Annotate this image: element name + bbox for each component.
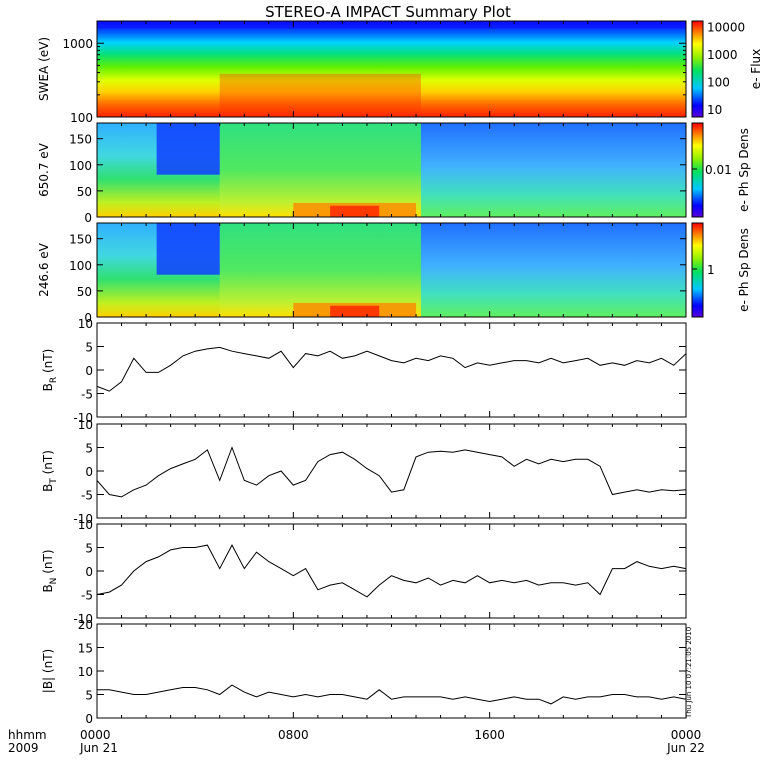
- line-panel-ytick-label: 0: [85, 364, 93, 378]
- pad-ytick-label: 0: [84, 211, 92, 225]
- colorbar-0-tick-label: 10: [707, 103, 722, 117]
- line-panel-ytick-label: 5: [85, 542, 93, 556]
- swea-top-band: [97, 21, 686, 29]
- colorbar-1-tick-label: 0.01: [705, 163, 732, 177]
- line-panel-ytick-label: 0: [85, 712, 93, 726]
- line-panel-4-frame: [96, 423, 687, 519]
- pad-ytick-label: 150: [69, 133, 92, 147]
- line-panel-5-series: [96, 544, 687, 598]
- plot-title: STEREO-A IMPACT Summary Plot: [265, 3, 511, 21]
- heatmap-0-ylabel: SWEA (eV): [37, 37, 51, 101]
- colorbar-2: [691, 222, 704, 318]
- line-panel-6-frame: [96, 623, 687, 719]
- colorbar-1-label: e- Ph Sp Dens: [737, 128, 751, 212]
- x-tick-label: 0000: [80, 728, 111, 742]
- line-panel-ytick-label: 5: [85, 689, 93, 703]
- heatmap-0-background: [97, 21, 686, 117]
- pad-2-peak-band: [330, 305, 380, 317]
- colorbar-0: [691, 20, 704, 118]
- line-panel-ytick-label: -10: [73, 512, 93, 526]
- pad-2-low-density-block: [156, 223, 220, 275]
- pad-ytick-label: 100: [69, 259, 92, 273]
- pad-ytick-label: 50: [77, 185, 92, 199]
- line-panel-3-frame: [96, 322, 687, 418]
- line-panel-6-series: [97, 684, 687, 705]
- colorbar-0-tick-label: 1000: [707, 48, 738, 62]
- end-date-label: Jun 22: [666, 741, 705, 755]
- line-panel-ytick-label: 0: [85, 565, 93, 579]
- swea-shifted-region: [219, 73, 421, 117]
- pad-ytick-label: 50: [77, 285, 92, 299]
- colorbar-0-tick-label: 10000: [707, 20, 745, 34]
- line-panel-4-series: [96, 446, 687, 498]
- colorbar-1: [691, 122, 704, 218]
- pad-2-late-region: [420, 223, 686, 317]
- start-date-label: Jun 21: [79, 741, 118, 755]
- pad-ytick-label: 150: [69, 233, 92, 247]
- line-panel-ytick-label: -5: [81, 589, 93, 603]
- line-panel-4-ylabel: BT (nT): [41, 450, 59, 492]
- pad-1-low-density-block: [156, 123, 220, 175]
- panels-group: SWEA (eV) e- Flux100100010100100010000650…: [37, 20, 763, 742]
- line-panel-5-ylabel: BN (nT): [41, 549, 59, 592]
- line-panel-5-frame: [96, 523, 687, 619]
- swea-ytick-label: 100: [70, 111, 93, 125]
- line-panel-ytick-label: 20: [78, 618, 93, 632]
- line-panel-ytick-label: 10: [78, 317, 93, 331]
- swea-ytick-label: 1000: [62, 37, 93, 51]
- line-panel-ytick-label: -10: [73, 411, 93, 425]
- line-panel-6-ylabel: |B| (nT): [41, 649, 55, 693]
- year-label: 2009: [8, 741, 39, 755]
- heatmap-1-ylabel: 650.7 eV: [37, 142, 51, 197]
- colorbar-2-label: e- Ph Sp Dens: [737, 228, 751, 312]
- line-panel-ytick-label: 10: [78, 665, 93, 679]
- hhmm-label: hhmm: [8, 728, 47, 742]
- colorbar-2-tick-label: 1: [707, 263, 715, 277]
- line-panel-ytick-label: -5: [81, 388, 93, 402]
- pad-ytick-label: 100: [69, 159, 92, 173]
- heatmap-2-ylabel: 246.6 eV: [37, 242, 51, 297]
- line-panel-ytick-label: 10: [78, 518, 93, 532]
- line-panel-ytick-label: 0: [85, 465, 93, 479]
- pad-1-peak-band: [330, 205, 380, 217]
- x-tick-label: 0000: [671, 728, 702, 742]
- line-panel-ytick-label: -10: [73, 612, 93, 626]
- line-panel-ytick-label: 10: [78, 418, 93, 432]
- colorbar-0-tick-label: 100: [707, 75, 730, 89]
- generation-timestamp: Thu Jun 10 07:21:05 2010: [685, 627, 693, 719]
- line-panel-3-ylabel: BR (nT): [41, 349, 59, 392]
- line-panel-3-series: [96, 346, 687, 392]
- x-tick-label: 1600: [474, 728, 505, 742]
- line-panel-ytick-label: 15: [78, 642, 93, 656]
- line-panel-ytick-label: 5: [85, 442, 93, 456]
- x-tick-label: 0800: [278, 728, 309, 742]
- pad-ytick-label: 0: [84, 311, 92, 325]
- line-panel-ytick-label: -5: [81, 489, 93, 503]
- colorbar-0-label: e- Flux: [749, 49, 763, 89]
- line-panel-ytick-label: 5: [85, 341, 93, 355]
- pad-1-late-region: [420, 123, 686, 217]
